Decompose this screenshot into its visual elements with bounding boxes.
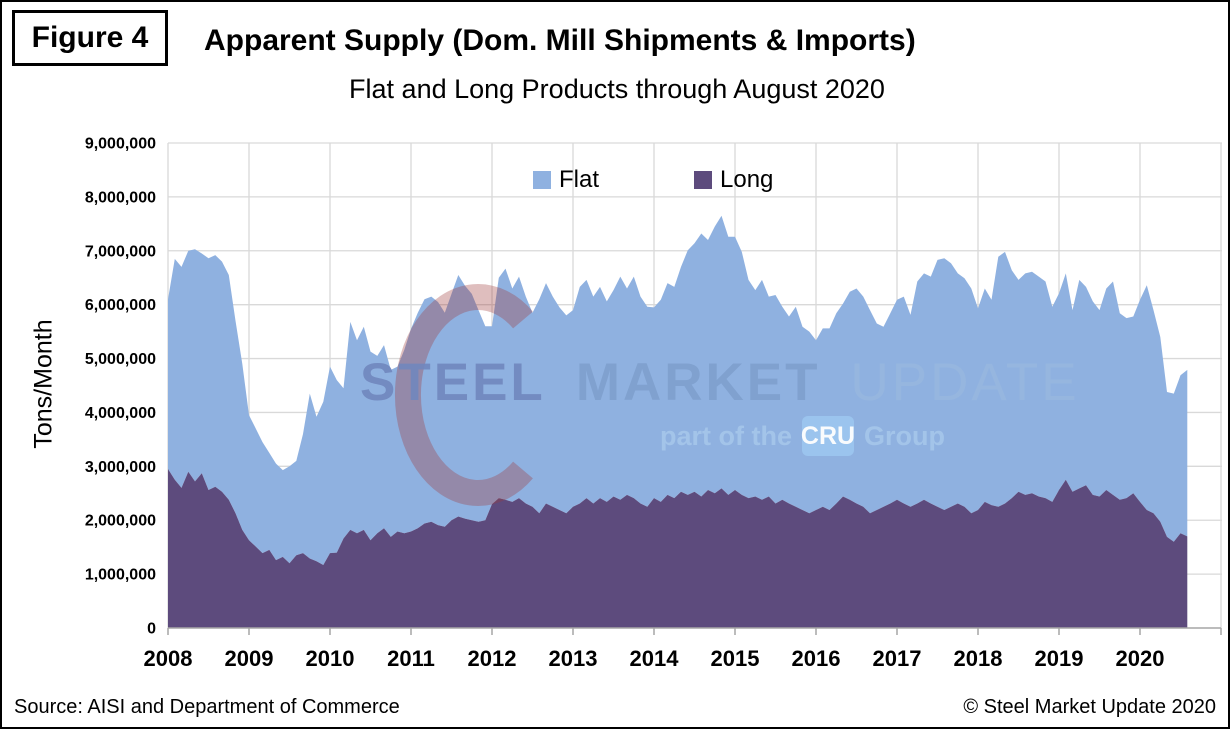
long-legend-label: Long xyxy=(720,166,774,193)
x-tick-label: 2017 xyxy=(873,646,922,671)
y-tick-label: 1,000,000 xyxy=(85,567,156,584)
copyright-note: © Steel Market Update 2020 xyxy=(963,696,1216,718)
x-tick-label: 2014 xyxy=(630,646,680,671)
y-tick-label: 0 xyxy=(147,621,156,638)
x-tick-label: 2008 xyxy=(144,646,193,671)
x-tick-label: 2009 xyxy=(225,646,274,671)
y-tick-label: 8,000,000 xyxy=(85,189,156,206)
x-tick-label: 2015 xyxy=(711,646,760,671)
y-tick-label: 9,000,000 xyxy=(85,136,156,153)
y-tick-label: 4,000,000 xyxy=(85,405,156,422)
x-tick-label: 2010 xyxy=(306,646,355,671)
y-axis-title: Tons/Month xyxy=(29,319,58,449)
y-tick-label: 5,000,000 xyxy=(85,351,156,368)
x-tick-label: 2013 xyxy=(549,646,598,671)
x-tick-label: 2012 xyxy=(468,646,517,671)
x-tick-label: 2011 xyxy=(387,646,435,671)
flat-legend-swatch xyxy=(533,171,551,189)
x-tick-label: 2020 xyxy=(1116,646,1165,671)
figure-label: Figure 4 xyxy=(31,21,149,54)
source-note: Source: AISI and Department of Commerce xyxy=(14,696,400,718)
y-tick-label: 3,000,000 xyxy=(85,459,156,476)
legend-long-entry: Long xyxy=(694,166,773,194)
y-tick-label: 6,000,000 xyxy=(85,297,156,314)
crescent-logo-icon xyxy=(394,284,533,506)
chart-subtitle: Flat and Long Products through August 20… xyxy=(349,74,885,104)
figure-label-box: Figure 4 xyxy=(12,10,168,66)
x-tick-label: 2018 xyxy=(954,646,1003,671)
flat-legend-label: Flat xyxy=(559,166,600,193)
y-tick-label: 7,000,000 xyxy=(85,243,156,260)
long-area-series xyxy=(168,469,1188,628)
x-tick-label: 2016 xyxy=(792,646,841,671)
x-tick-label: 2019 xyxy=(1035,646,1084,671)
chart-legend: Flat Long xyxy=(533,166,773,194)
chart-title: Apparent Supply (Dom. Mill Shipments & I… xyxy=(204,24,916,57)
flat-area-series xyxy=(168,215,1188,566)
y-tick-label: 2,000,000 xyxy=(85,513,156,530)
legend-flat-entry: Flat xyxy=(533,166,599,194)
long-legend-swatch xyxy=(694,171,713,189)
